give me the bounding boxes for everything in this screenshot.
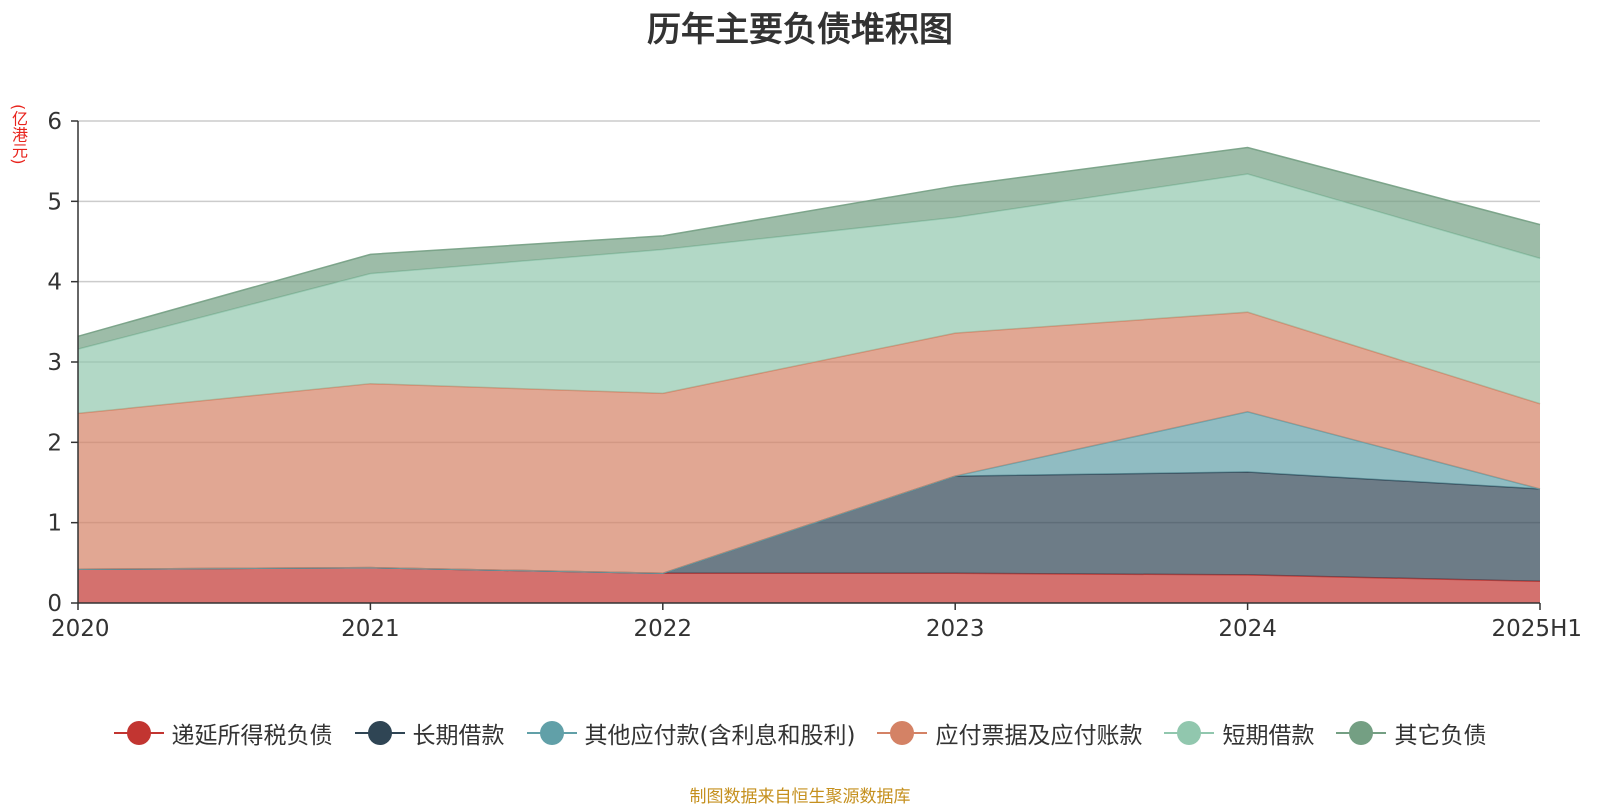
x-tick-label-1: 2021 [341, 616, 400, 642]
legend-label: 其他应付款(含利息和股利) [584, 723, 856, 749]
legend-label: 应付票据及应付账款 [935, 723, 1143, 749]
chart-title: 历年主要负债堆积图 [647, 10, 953, 50]
legend-label: 长期借款 [412, 723, 505, 749]
x-tick-label-0: 2020 [51, 616, 110, 642]
legend-item-2[interactable]: 其他应付款(含利息和股利) [526, 716, 856, 750]
x-tick-label-2: 2022 [634, 616, 693, 642]
y-tick-label-5: 5 [47, 189, 62, 215]
y-axis-unit-label: (亿港元) [9, 104, 28, 165]
y-tick-label-4: 4 [47, 270, 62, 296]
y-tick-label-1: 1 [47, 511, 62, 537]
area-series-0 [78, 567, 1540, 603]
legend-item-4[interactable]: 短期借款 [1164, 716, 1314, 750]
source-note: 制图数据来自恒生聚源数据库 [689, 787, 911, 807]
legend-marker-icon [526, 721, 577, 745]
legend-marker-icon [1336, 721, 1387, 745]
legend-item-1[interactable]: 长期借款 [354, 716, 505, 750]
legend-label: 递延所得税负债 [171, 723, 333, 749]
x-tick-label-5: 2025H1 [1492, 616, 1582, 642]
area-series-1 [78, 472, 1540, 582]
legend: 递延所得税负债 长期借款 其他应付款(含利息和股利) 应付票据及应付账款 短期借款 其它负… [0, 716, 1600, 750]
legend-item-0[interactable]: 递延所得税负债 [113, 716, 333, 750]
legend-marker-icon [354, 721, 405, 745]
legend-item-5[interactable]: 其它负债 [1336, 716, 1486, 750]
legend-label: 短期借款 [1222, 723, 1315, 749]
area-series-3 [78, 312, 1540, 574]
y-tick-label-6: 6 [47, 109, 62, 135]
legend-marker-icon [1164, 721, 1215, 745]
legend-item-3[interactable]: 应付票据及应付账款 [877, 716, 1142, 750]
legend-marker-icon [113, 721, 164, 745]
y-tick-label-3: 3 [47, 350, 62, 376]
y-tick-label-0: 0 [47, 591, 62, 617]
legend-label: 其它负债 [1394, 723, 1487, 749]
y-tick-label-2: 2 [47, 430, 62, 456]
x-tick-label-4: 2024 [1218, 616, 1277, 642]
area-series-2 [78, 411, 1540, 574]
line-series-5 [77, 146, 1541, 338]
x-tick-label-3: 2023 [926, 616, 985, 642]
legend-marker-icon [877, 721, 928, 745]
area-series-4 [78, 174, 1540, 414]
